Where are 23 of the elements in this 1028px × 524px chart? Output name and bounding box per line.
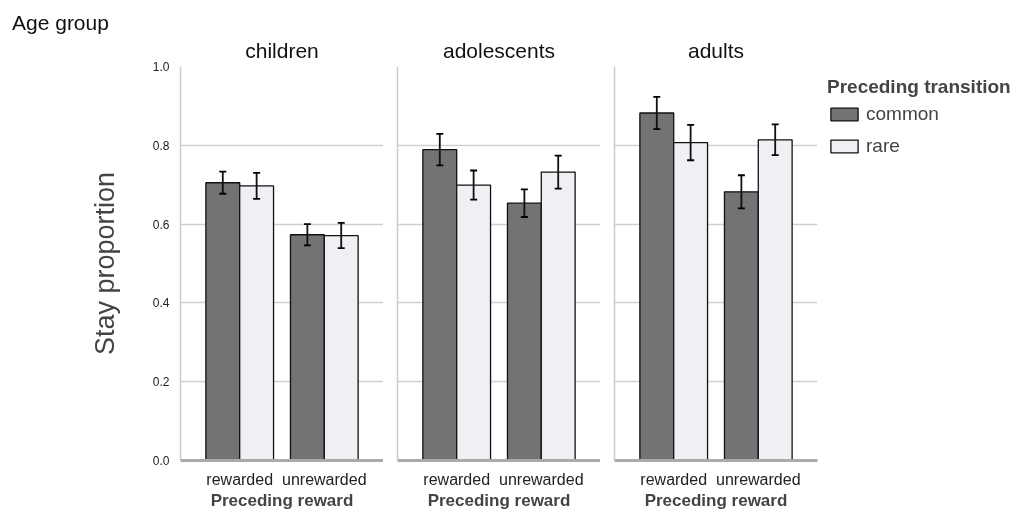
- legend-title: Preceding transition: [827, 76, 1011, 98]
- y-tick-label: 1.0: [152, 60, 170, 74]
- y-axis-title: Stay proportion: [89, 171, 120, 356]
- chart-title: adults: [687, 38, 745, 62]
- y-tick-label: 0.4: [152, 296, 170, 311]
- x-tick-label: rewarded: [423, 470, 491, 488]
- legend-label: rare: [866, 135, 900, 157]
- x-tick-label: rewarded: [640, 470, 708, 488]
- y-tick-label: 0.8: [152, 138, 170, 153]
- x-tick-label: unrewarded: [282, 470, 367, 488]
- y-tick-label: 0.0: [152, 454, 170, 468]
- text: Age group: [12, 10, 109, 36]
- legend-label: common: [866, 103, 939, 125]
- x-axis-title: Preceding reward: [427, 490, 571, 510]
- x-tick-label: rewarded: [206, 470, 274, 488]
- chart-title: adolescents: [442, 38, 556, 62]
- y-tick-label: 0.6: [152, 217, 170, 232]
- x-tick-label: unrewarded: [499, 470, 584, 488]
- x-axis-title: Preceding reward: [210, 490, 354, 510]
- x-tick-label: unrewarded: [716, 470, 801, 488]
- chart-title: children: [245, 38, 319, 62]
- y-tick-label: 0.2: [152, 375, 170, 390]
- x-axis-title: Preceding reward: [644, 490, 788, 510]
